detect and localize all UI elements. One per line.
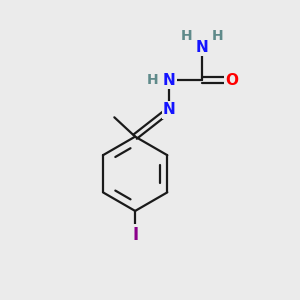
Text: N: N	[196, 40, 208, 55]
Text: I: I	[132, 226, 138, 244]
Text: H: H	[212, 29, 223, 43]
Text: N: N	[163, 73, 176, 88]
Text: O: O	[225, 73, 238, 88]
Text: H: H	[181, 29, 192, 43]
Text: H: H	[147, 73, 159, 87]
Text: N: N	[163, 102, 176, 117]
